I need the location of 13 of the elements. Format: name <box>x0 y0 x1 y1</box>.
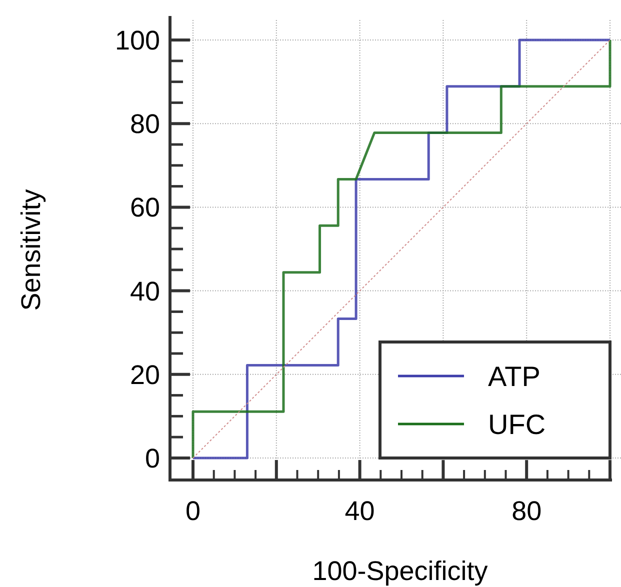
y-tick-label: 80 <box>130 109 160 140</box>
x-tick-label: 0 <box>185 496 201 526</box>
y-tick-label: 100 <box>114 25 160 56</box>
y-tick-label: 20 <box>130 360 160 390</box>
y-axis-title: Sensitivity <box>16 188 46 311</box>
legend-label: UFC <box>488 408 546 440</box>
x-tick-label: 80 <box>512 496 542 526</box>
y-tick-label: 60 <box>130 192 160 223</box>
x-axis-title: 100-Specificity <box>312 556 488 586</box>
y-tick-label: 40 <box>130 276 160 306</box>
legend-label: ATP <box>488 360 540 392</box>
y-tick-label: 0 <box>144 443 160 474</box>
x-tick-label: 40 <box>344 496 375 526</box>
